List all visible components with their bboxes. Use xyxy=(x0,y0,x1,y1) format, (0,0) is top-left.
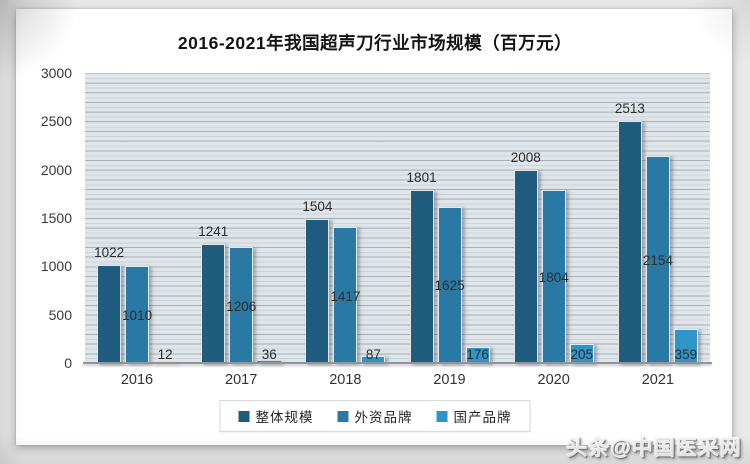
legend-swatch xyxy=(337,410,349,422)
x-tick-label: 2018 xyxy=(329,372,362,388)
y-tick-label: 1000 xyxy=(40,258,72,275)
bar-value-label: 205 xyxy=(570,347,594,362)
bar-外资品牌-2017 xyxy=(229,247,254,364)
y-tick-label: 1500 xyxy=(40,210,72,226)
legend-item-整体规模: 整体规模 xyxy=(238,406,314,426)
bar-整体规模-2019 xyxy=(409,189,434,364)
x-tick-label: 2019 xyxy=(433,372,466,388)
bar-外资品牌-2021 xyxy=(645,155,670,364)
x-tick-label: 2020 xyxy=(537,372,570,388)
legend-label: 国产品牌 xyxy=(453,410,512,425)
bar-整体规模-2021 xyxy=(617,121,642,364)
bar-value-label: 87 xyxy=(365,347,381,362)
bar-value-label: 12 xyxy=(157,347,173,362)
bar-国产品牌-2018 xyxy=(361,355,386,364)
y-tick-label: 2000 xyxy=(40,161,72,178)
legend-label: 整体规模 xyxy=(255,410,314,425)
y-tick-label: 0 xyxy=(64,355,72,371)
bar-外资品牌-2018 xyxy=(333,227,358,364)
bar-value-label: 2154 xyxy=(642,252,673,268)
bar-value-label: 36 xyxy=(261,347,277,362)
bar-value-label: 1241 xyxy=(198,224,229,240)
x-tick-label: 2017 xyxy=(225,372,258,388)
legend-item-国产品牌: 国产品牌 xyxy=(436,406,512,426)
bar-value-label: 1804 xyxy=(538,269,569,285)
bar-value-label: 1625 xyxy=(434,278,465,294)
bar-整体规模-2020 xyxy=(513,169,538,364)
bar-外资品牌-2020 xyxy=(541,189,566,364)
legend-label: 外资品牌 xyxy=(354,410,413,425)
legend-swatch xyxy=(238,410,250,422)
bar-整体规模-2017 xyxy=(201,244,226,364)
bar-value-label: 2513 xyxy=(614,101,645,117)
bar-外资品牌-2019 xyxy=(437,206,462,364)
bar-value-label: 1801 xyxy=(406,169,437,185)
legend: 整体规模 外资品牌 国产品牌 xyxy=(219,400,531,432)
legend-swatch xyxy=(436,410,448,422)
x-axis: 2016 2017 2018 2019 2020 2021 xyxy=(85,371,710,393)
bar-外资品牌-2016 xyxy=(125,266,150,364)
y-tick-label: 500 xyxy=(48,306,72,323)
y-tick-label: 3000 xyxy=(40,65,72,81)
y-tick-label: 2500 xyxy=(40,113,72,130)
bar-国产品牌-2020 xyxy=(569,344,594,364)
bar-整体规模-2018 xyxy=(305,218,330,364)
bar-value-label: 1010 xyxy=(122,308,153,324)
bar-value-label: 359 xyxy=(674,347,698,362)
bar-国产品牌-2021 xyxy=(673,329,698,364)
bar-value-label: 1022 xyxy=(94,245,125,261)
bar-整体规模-2016 xyxy=(97,265,122,364)
bar-value-label: 1206 xyxy=(226,298,257,314)
bar-value-label: 1504 xyxy=(302,198,333,214)
bar-国产品牌-2019 xyxy=(465,347,490,364)
bar-value-label: 176 xyxy=(466,347,489,362)
plot-area: 1022 1010 12 1241 1206 36 1504 1417 87 1801 1625 17… xyxy=(85,73,710,364)
bar-value-label: 2008 xyxy=(510,149,541,165)
bar-value-label: 1417 xyxy=(330,288,361,304)
watermark: 头条@中国医采网 xyxy=(566,437,742,460)
chart-title: 2016-2021年我国超声刀行业市场规模（百万元） xyxy=(177,33,573,53)
x-tick-label: 2016 xyxy=(120,372,154,388)
legend-item-外资品牌: 外资品牌 xyxy=(337,406,413,426)
x-tick-label: 2021 xyxy=(641,372,674,388)
x-axis-line xyxy=(83,362,712,364)
y-axis: 0 500 1000 1500 2000 2500 3000 xyxy=(18,0,78,464)
